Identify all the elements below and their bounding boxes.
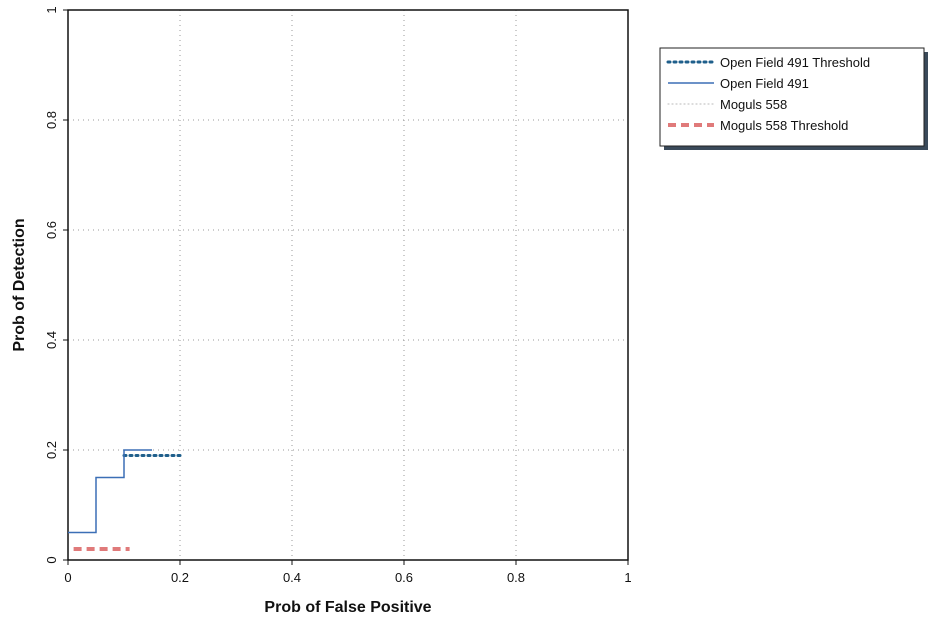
x-tick-label: 0 [64,570,71,585]
legend-label: Moguls 558 Threshold [720,118,848,133]
y-tick-label: 1 [44,6,59,13]
legend-label: Open Field 491 Threshold [720,55,870,70]
grid [68,10,628,560]
y-tick-label: 0 [44,556,59,563]
legend: Open Field 491 Threshold Open Field 491 Mo… [659,47,928,150]
legend-items: Open Field 491 Threshold Open Field 491 Mo… [666,55,870,133]
x-tick-label: 0.4 [283,570,301,585]
y-axis-title: Prob of Detection [11,218,28,351]
x-tick-label: 0.2 [171,570,189,585]
x-axis-ticks: 0 0.2 0.4 0.6 0.8 1 [64,560,632,585]
x-axis-title: Prob of False Positive [264,599,431,616]
y-tick-label: 0.4 [44,331,59,349]
y-tick-label: 0.2 [44,441,59,459]
legend-label: Open Field 491 [720,76,809,91]
y-tick-label: 0.6 [44,221,59,239]
x-tick-label: 1 [624,570,631,585]
y-axis-ticks: 0 0.2 0.4 0.6 0.8 1 [44,6,68,564]
plot-area-frame [67,9,629,561]
x-tick-label: 0.6 [395,570,413,585]
series-layer [68,449,182,551]
series-line-1 [68,449,152,534]
y-tick-label: 0.8 [44,111,59,129]
x-tick-label: 0.8 [507,570,525,585]
legend-box [659,47,925,147]
legend-label: Moguls 558 [720,97,787,112]
